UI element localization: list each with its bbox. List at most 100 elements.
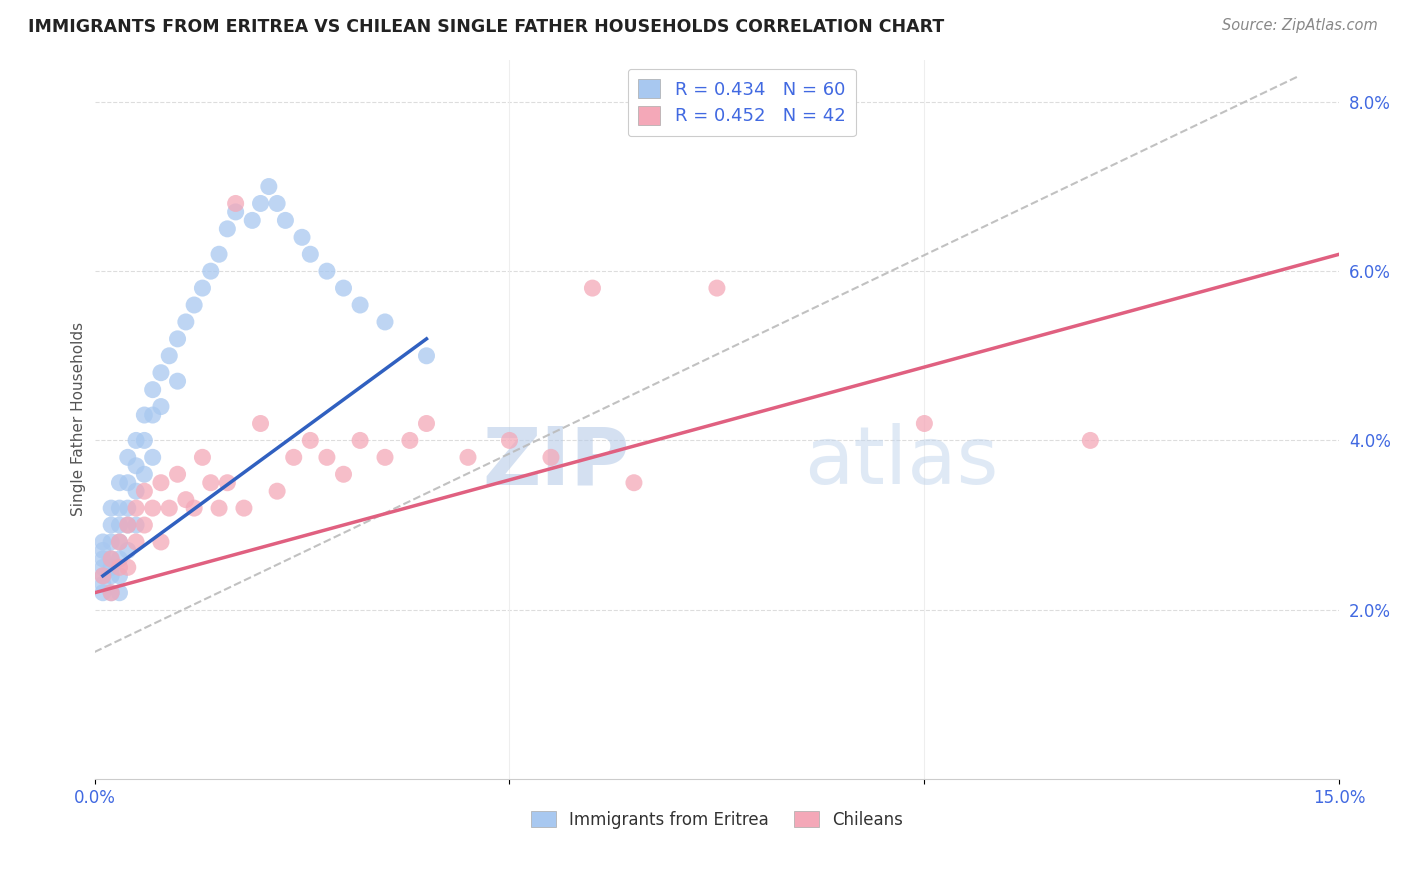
Point (257, 179, 280, 194)
Point (283, 450, 305, 465)
Point (108, 475, 131, 490)
Point (183, 501, 205, 516)
Point (91, 543, 114, 558)
Point (332, 467, 354, 482)
Point (232, 501, 254, 516)
Point (166, 332, 188, 346)
Point (108, 518, 131, 533)
Point (191, 450, 214, 465)
Point (117, 501, 139, 516)
Text: Source: ZipAtlas.com: Source: ZipAtlas.com (1222, 18, 1378, 33)
Point (540, 450, 562, 465)
Point (225, 196, 247, 211)
Point (149, 366, 172, 380)
Point (217, 222, 239, 236)
Point (108, 535, 131, 549)
Point (100, 560, 122, 574)
Point (415, 417, 437, 431)
Point (100, 552, 122, 566)
Point (108, 552, 131, 566)
Point (200, 264, 222, 278)
Point (457, 450, 479, 465)
Point (249, 196, 271, 211)
Point (91, 535, 114, 549)
Point (134, 434, 156, 448)
Point (100, 518, 122, 533)
Point (91, 560, 114, 574)
Point (149, 400, 172, 414)
Point (208, 247, 231, 261)
Point (108, 586, 131, 600)
Point (266, 484, 288, 499)
Text: atlas: atlas (804, 424, 998, 501)
Point (108, 569, 131, 583)
Point (208, 501, 231, 516)
Point (142, 450, 165, 465)
Point (117, 518, 139, 533)
Point (125, 535, 148, 549)
Point (1078, 434, 1101, 448)
Point (108, 501, 131, 516)
Point (249, 417, 271, 431)
Point (200, 475, 222, 490)
Point (134, 408, 156, 422)
Point (149, 535, 172, 549)
Point (142, 383, 165, 397)
Point (225, 205, 247, 219)
Point (91, 569, 114, 583)
Point (91, 577, 114, 591)
Point (316, 264, 339, 278)
Point (399, 434, 422, 448)
Point (912, 417, 935, 431)
Legend: Immigrants from Eritrea, Chileans: Immigrants from Eritrea, Chileans (524, 804, 910, 835)
Point (125, 518, 148, 533)
Point (117, 518, 139, 533)
Point (149, 475, 172, 490)
Text: ZIP: ZIP (482, 424, 630, 501)
Point (174, 492, 197, 507)
Text: IMMIGRANTS FROM ERITREA VS CHILEAN SINGLE FATHER HOUSEHOLDS CORRELATION CHART: IMMIGRANTS FROM ERITREA VS CHILEAN SINGL… (28, 18, 945, 36)
Point (108, 535, 131, 549)
Point (108, 560, 131, 574)
Point (374, 315, 396, 329)
Point (117, 560, 139, 574)
Point (174, 315, 197, 329)
Point (581, 281, 603, 295)
Point (125, 434, 148, 448)
Point (316, 450, 339, 465)
Point (415, 349, 437, 363)
Point (125, 458, 148, 473)
Point (142, 501, 165, 516)
Point (134, 518, 156, 533)
Point (100, 569, 122, 583)
Point (100, 586, 122, 600)
Point (157, 501, 180, 516)
Point (117, 475, 139, 490)
Point (100, 535, 122, 549)
Point (125, 484, 148, 499)
Point (266, 196, 288, 211)
Point (349, 298, 371, 312)
Point (240, 213, 263, 227)
Point (706, 281, 728, 295)
Point (91, 569, 114, 583)
Point (623, 475, 645, 490)
Point (217, 475, 239, 490)
Point (498, 434, 520, 448)
Point (374, 450, 396, 465)
Point (274, 213, 297, 227)
Point (299, 434, 322, 448)
Point (117, 543, 139, 558)
Point (134, 467, 156, 482)
Point (166, 374, 188, 388)
Point (100, 586, 122, 600)
Point (142, 408, 165, 422)
Point (134, 484, 156, 499)
Point (166, 467, 188, 482)
Point (183, 298, 205, 312)
Point (191, 281, 214, 295)
Point (349, 434, 371, 448)
Point (91, 586, 114, 600)
Point (299, 247, 322, 261)
Point (100, 552, 122, 566)
